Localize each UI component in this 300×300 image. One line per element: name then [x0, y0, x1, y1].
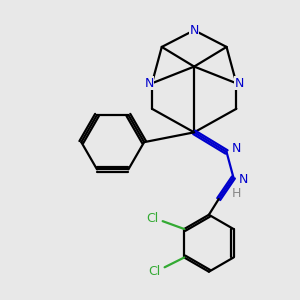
Text: N: N	[238, 173, 248, 186]
Text: N: N	[144, 77, 154, 90]
Text: N: N	[232, 142, 241, 154]
Text: Cl: Cl	[147, 212, 159, 225]
Text: H: H	[232, 187, 241, 200]
Text: Cl: Cl	[149, 265, 161, 278]
Text: N: N	[190, 24, 199, 37]
Text: N: N	[235, 77, 244, 90]
